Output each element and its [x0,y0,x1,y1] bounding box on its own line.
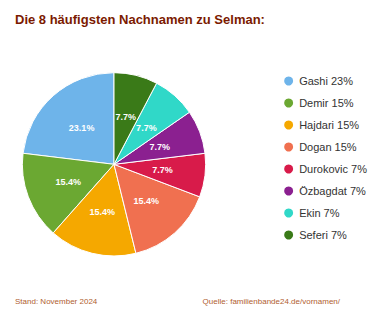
svg-text:Durokovic 7%: Durokovic 7% [299,163,367,175]
svg-text:7.7%: 7.7% [152,165,173,175]
svg-text:Ekin 7%: Ekin 7% [299,207,340,219]
svg-text:Özbagdat 7%: Özbagdat 7% [299,185,366,197]
svg-text:Quelle: familienbande24.de/vor: Quelle: familienbande24.de/vornamen/ [203,297,341,306]
svg-text:Hajdari 15%: Hajdari 15% [299,119,359,131]
svg-text:Gashi 23%: Gashi 23% [299,75,353,87]
svg-text:Stand: November 2024: Stand: November 2024 [15,297,98,306]
svg-text:7.7%: 7.7% [136,123,157,133]
svg-text:15.4%: 15.4% [56,177,82,187]
svg-text:7.7%: 7.7% [115,112,136,122]
svg-text:7.7%: 7.7% [149,142,170,152]
svg-text:15.4%: 15.4% [90,207,116,217]
svg-text:Die 8 häufigsten Nachnamen zu: Die 8 häufigsten Nachnamen zu Selman: [15,12,265,27]
svg-text:Demir 15%: Demir 15% [299,97,354,109]
svg-text:23.1%: 23.1% [69,123,95,133]
svg-text:Seferi 7%: Seferi 7% [299,229,347,241]
svg-text:Dogan 15%: Dogan 15% [299,141,357,153]
svg-text:15.4%: 15.4% [134,196,160,206]
